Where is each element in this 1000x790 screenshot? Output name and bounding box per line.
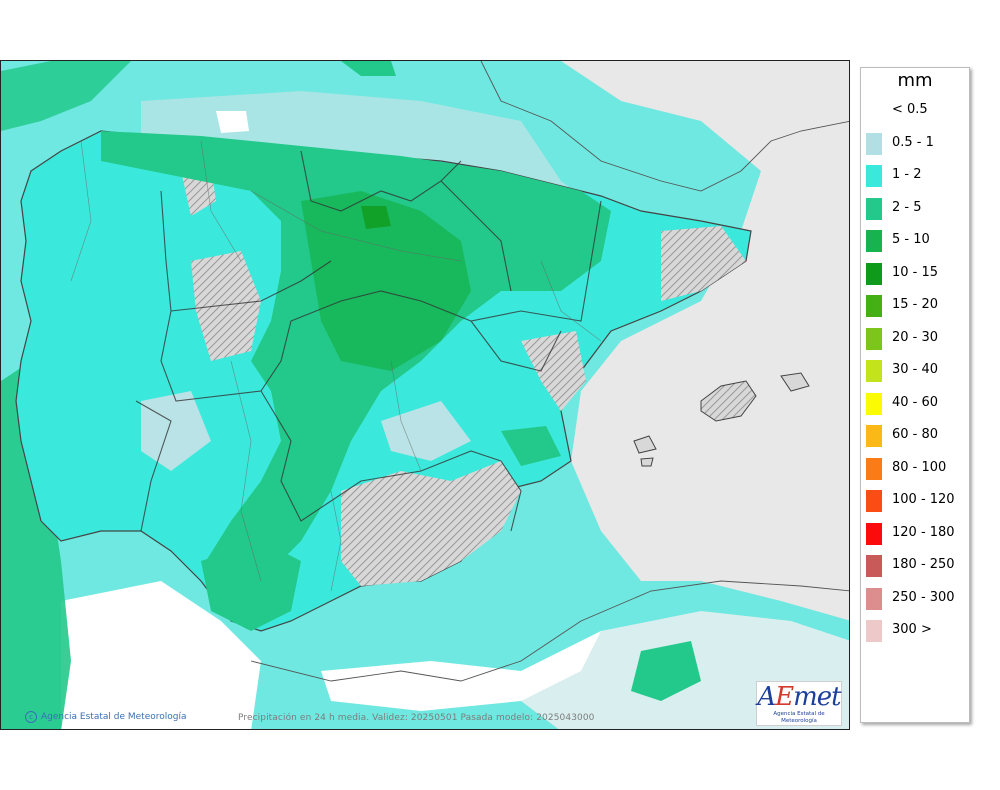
province-borders (70, 140, 602, 592)
dry-patch-north (216, 111, 249, 133)
africa-coastline (250, 580, 849, 682)
legend-label: 40 - 60 (892, 394, 939, 410)
credit-label: Agencia Estatal de Meteorología (41, 712, 187, 722)
copyright-icon: c (25, 711, 37, 723)
legend-label: 2 - 5 (892, 199, 922, 215)
legend-item: 250 - 300 (864, 586, 968, 610)
legend-label: 300 > (892, 622, 932, 637)
legend-item: 300 > (864, 618, 968, 642)
legend-label: 60 - 80 (892, 427, 939, 442)
legend-swatch (866, 295, 882, 317)
rain-zone-10-15 (361, 206, 391, 229)
legend-label: 15 - 20 (892, 297, 939, 312)
legend-swatch (866, 425, 882, 447)
legend-item: 80 - 100 (864, 456, 968, 480)
aemet-logo: AEmet Agencia Estatal de Meteorología (756, 681, 842, 726)
precipitation-map: c Agencia Estatal de Meteorología Precipi… (0, 60, 850, 730)
light-zone-albacete (381, 401, 471, 461)
legend-label: 20 - 30 (892, 329, 939, 345)
dry-area-gulf-cadiz (61, 581, 261, 729)
dry-zone-castilla (191, 251, 261, 361)
legend-item: 30 - 40 (864, 358, 968, 382)
logo-wordmark: AEmet (757, 683, 841, 711)
legend-item: 100 - 120 (864, 488, 968, 512)
legend-item: 60 - 80 (864, 423, 968, 447)
legend-swatch (866, 522, 882, 545)
legend-label: 180 - 250 (892, 557, 955, 572)
legend-swatch (866, 457, 882, 480)
legend-label: < 0.5 (892, 102, 928, 117)
legend-label: 100 - 120 (892, 492, 955, 507)
legend-item: < 0.5 (864, 98, 968, 122)
ibiza-island (633, 435, 657, 454)
legend-item: 1 - 2 (864, 163, 968, 187)
legend-label: 120 - 180 (892, 524, 955, 540)
rain-bay-biscay (341, 61, 396, 76)
legend-item: 2 - 5 (864, 196, 968, 220)
legend-swatch (866, 132, 882, 155)
formentera-island (640, 457, 654, 467)
legend-swatch (866, 490, 882, 512)
legend-swatch (866, 555, 882, 577)
legend-item: 0.5 - 1 (864, 131, 968, 155)
legend-swatch (866, 197, 882, 220)
rain-algeria-coast (631, 641, 701, 701)
legend-label: 30 - 40 (892, 362, 939, 377)
rain-zone-5-10 (301, 191, 471, 371)
legend-swatch (866, 230, 882, 252)
dry-area-mediterranean (561, 61, 849, 621)
rain-atlantic-west (1, 361, 71, 729)
legend-swatch (866, 392, 882, 415)
legend-label: 5 - 10 (892, 232, 930, 247)
rain-zone-valencia-coast (501, 426, 561, 466)
rain-cantabrian-sea (1, 61, 131, 131)
region-borders (135, 150, 602, 532)
dry-zone-southeast (341, 461, 521, 586)
legend-unit: mm (897, 70, 933, 91)
dry-zone-catalonia (661, 226, 746, 301)
legend-item: 40 - 60 (864, 391, 968, 415)
logo-letters-met: met (793, 682, 841, 712)
legend-item: 120 - 180 (864, 521, 968, 545)
legend-swatch (866, 262, 882, 285)
logo-letter-e: E (775, 682, 794, 712)
map-caption: Precipitación en 24 h media. Validez: 20… (238, 713, 595, 723)
mallorca-island (700, 380, 757, 422)
logo-letter-a: A (757, 682, 776, 712)
legend-label: 0.5 - 1 (892, 134, 934, 150)
legend-swatch (866, 327, 882, 350)
legend-item: 10 - 15 (864, 261, 968, 285)
credit-text: c Agencia Estatal de Meteorología (25, 711, 187, 723)
legend-label: 10 - 15 (892, 264, 939, 280)
legend-swatch (866, 360, 882, 382)
legend-label: 1 - 2 (892, 167, 922, 182)
legend-label: 80 - 100 (892, 459, 947, 475)
legend-item: 15 - 20 (864, 293, 968, 317)
map-canvas (1, 61, 849, 729)
dry-zone-valencia (521, 331, 586, 411)
legend-item: 20 - 30 (864, 326, 968, 350)
legend-swatch (866, 620, 882, 642)
dry-area-alboran (321, 621, 681, 711)
logo-subtitle: Agencia Estatal de Meteorología (773, 711, 825, 724)
rain-zone-2-5 (101, 131, 611, 601)
rain-zone-andalucia (201, 541, 301, 631)
legend-swatch (866, 587, 882, 610)
france-coastline (480, 61, 849, 192)
precipitation-legend: mm < 0.5 0.5 - 1 1 - 2 2 - 5 5 - 10 10 - 15 15… (860, 67, 970, 723)
legend-swatch (866, 165, 882, 187)
light-zone-extremadura (141, 391, 211, 471)
legend-item: 180 - 250 (864, 553, 968, 577)
legend-label: 250 - 300 (892, 589, 955, 605)
legend-item: 5 - 10 (864, 228, 968, 252)
menorca-island (780, 372, 810, 392)
